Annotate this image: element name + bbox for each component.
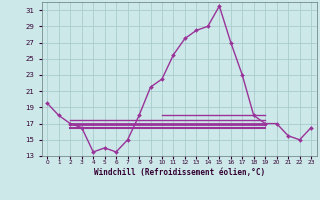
- X-axis label: Windchill (Refroidissement éolien,°C): Windchill (Refroidissement éolien,°C): [94, 168, 265, 177]
